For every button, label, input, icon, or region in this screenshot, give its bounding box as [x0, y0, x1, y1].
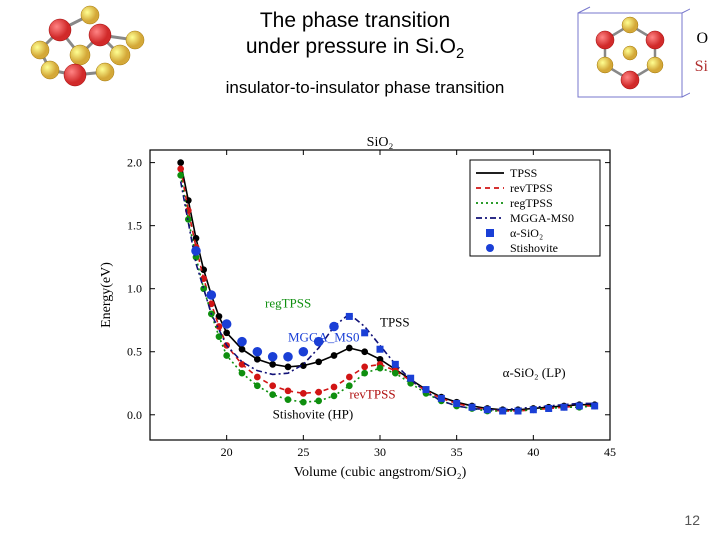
- svg-text:25: 25: [297, 445, 309, 459]
- svg-text:regTPSS: regTPSS: [265, 296, 311, 311]
- svg-text:Stishovite: Stishovite: [510, 241, 558, 255]
- svg-text:α-SiO₂ (LP): α-SiO₂ (LP): [503, 365, 566, 380]
- svg-text:40: 40: [527, 445, 539, 459]
- svg-text:45: 45: [604, 445, 616, 459]
- svg-text:1.0: 1.0: [127, 282, 142, 296]
- svg-text:MGGA_MS0: MGGA_MS0: [288, 330, 360, 345]
- title-line2-sub: 2: [456, 46, 464, 62]
- svg-text:revTPSS: revTPSS: [349, 386, 395, 401]
- svg-text:0.5: 0.5: [127, 345, 142, 359]
- svg-text:TPSS: TPSS: [380, 315, 410, 330]
- svg-text:Energy(eV): Energy(eV): [99, 262, 114, 328]
- svg-text:30: 30: [374, 445, 386, 459]
- svg-text:20: 20: [221, 445, 233, 459]
- energy-volume-chart: 20 25 30 35 40 45 0.0 0.5 1.0 1.5 2.0 Volume (cubic…: [90, 130, 640, 490]
- label-silicon: Si: [695, 58, 708, 76]
- svg-text:35: 35: [451, 445, 463, 459]
- svg-text:α-SiO₂: α-SiO₂: [510, 226, 543, 240]
- svg-text:1.5: 1.5: [127, 219, 142, 233]
- svg-text:SiO₂: SiO₂: [367, 135, 394, 150]
- page-title: The phase transition under pressure in S…: [200, 8, 510, 64]
- molecule-right: [570, 5, 700, 105]
- subtitle: insulator-to-insulator phase transition: [200, 78, 530, 98]
- svg-text:Stishovite (HP): Stishovite (HP): [273, 407, 354, 422]
- svg-text:regTPSS: regTPSS: [510, 196, 553, 210]
- svg-text:MGGA-MS0: MGGA-MS0: [510, 211, 574, 225]
- label-oxygen: O: [696, 30, 708, 48]
- title-line2: under pressure in Si.O2: [200, 34, 510, 64]
- svg-text:Volume (cubic angstrom/SiO₂): Volume (cubic angstrom/SiO₂): [294, 465, 467, 480]
- svg-text:2.0: 2.0: [127, 156, 142, 170]
- title-line1: The phase transition: [200, 8, 510, 34]
- svg-text:0.0: 0.0: [127, 408, 142, 422]
- title-line2-text: under pressure in Si.O: [246, 35, 456, 58]
- svg-text:TPSS: TPSS: [510, 166, 537, 180]
- page-number: 12: [684, 512, 700, 528]
- svg-text:revTPSS: revTPSS: [510, 181, 553, 195]
- molecule-left: [20, 0, 160, 100]
